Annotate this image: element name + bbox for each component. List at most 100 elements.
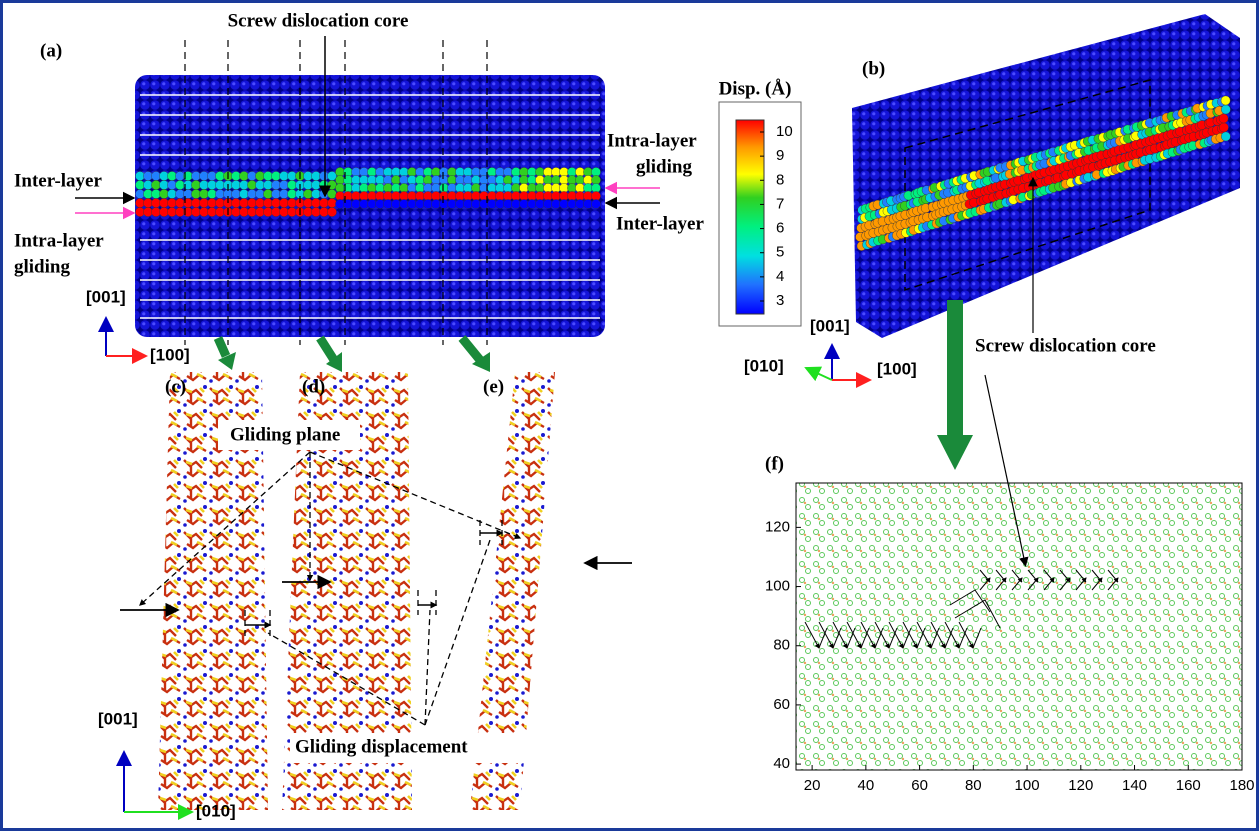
vector [804,621,820,649]
y-tick-label: 60 [773,696,790,713]
plane-label: Gliding plane [230,424,340,445]
axis-label: [001] [810,316,850,335]
atom [1220,95,1231,106]
displacement-label: Gliding displacement [295,736,468,757]
vector [916,627,926,649]
vector [916,621,932,649]
axis-label: [010] [744,356,784,375]
atom [327,171,337,181]
colorbar-label: 5 [776,244,784,261]
vector [846,621,862,649]
y-tick-label: 80 [773,637,790,654]
axis-label: [001] [86,287,126,306]
y-tick-label: 120 [765,518,790,535]
arrows [213,335,484,363]
vector [874,621,890,649]
vector [874,627,884,649]
disp-arrows [120,529,632,629]
x-tick-label: 60 [911,777,928,794]
inter-label: Inter-layer [616,213,704,234]
vector [979,569,991,583]
atom [1221,131,1231,142]
arrow-head [472,352,490,372]
atom [1218,113,1229,124]
panel-label: (e) [483,376,504,397]
vector [888,621,904,649]
vector [1107,569,1119,583]
vector [846,627,856,649]
inter-label: Inter-layer [14,170,102,191]
panel-label: (f) [765,453,784,474]
core-label: Screw dislocation core [975,335,1156,356]
intra-label: gliding [14,256,70,277]
panel-b [852,14,1240,338]
atom [327,207,337,217]
molecules [470,372,555,810]
x-tick-label: 180 [1229,777,1254,794]
y-tick-label: 40 [773,755,790,772]
vector [902,621,918,649]
vector [1011,569,1023,583]
x-tick-label: 80 [965,777,982,794]
x-tick-label: 160 [1176,777,1201,794]
atom [327,198,337,208]
colorbar [735,119,765,315]
x-tick-label: 100 [1015,777,1040,794]
arrow [984,374,1029,567]
colorbar-label: 10 [776,123,793,140]
atom [1221,104,1231,115]
atom [591,199,601,209]
arrow-head [218,352,236,370]
vector [958,621,974,649]
vector [1091,569,1103,583]
vector [930,627,940,649]
intra-label: gliding [636,156,692,177]
panel-label: (b) [862,58,885,79]
vector [818,627,828,649]
axis-label: [001] [98,709,138,728]
vector [944,621,960,649]
arrow-head [326,352,342,372]
vector [949,589,1001,629]
x-tick-label: 140 [1122,777,1147,794]
vector [832,627,842,649]
intra-label: Intra-layer [14,230,104,251]
vector [1043,569,1055,583]
vector [832,621,848,649]
colorbar-label: 3 [776,292,784,309]
vector [902,627,912,649]
vector [1027,569,1039,583]
axis-arrow [804,366,833,382]
vector [958,627,968,649]
axis-label: [100] [877,359,917,378]
x-tick-label: 40 [858,777,875,794]
panel-label: (d) [302,376,325,397]
plot-area [795,482,1243,771]
label-bg [290,733,540,763]
big-arrow [937,435,973,470]
label-bg [218,420,360,450]
vector [888,627,898,649]
vector [930,621,946,649]
panel-a [135,40,605,345]
dashed-box [904,79,1151,292]
vector [944,627,954,649]
colorbar-label: 9 [776,147,784,164]
colorbar-title: Disp. (Å) [719,78,792,99]
core-label: Screw dislocation core [228,10,409,31]
atom [327,189,337,199]
axis-label: [010] [196,801,236,820]
vector [1059,569,1071,583]
colorbar-label: 8 [776,171,784,188]
molecules [158,372,268,810]
panel-label: (a) [40,40,62,61]
big-arrow [947,300,963,435]
intra-label: Intra-layer [607,130,697,151]
panel-label: (c) [165,376,186,397]
x-tick-label: 20 [804,777,821,794]
x-tick-label: 120 [1068,777,1093,794]
atom [1219,122,1229,133]
molecules [282,372,412,810]
